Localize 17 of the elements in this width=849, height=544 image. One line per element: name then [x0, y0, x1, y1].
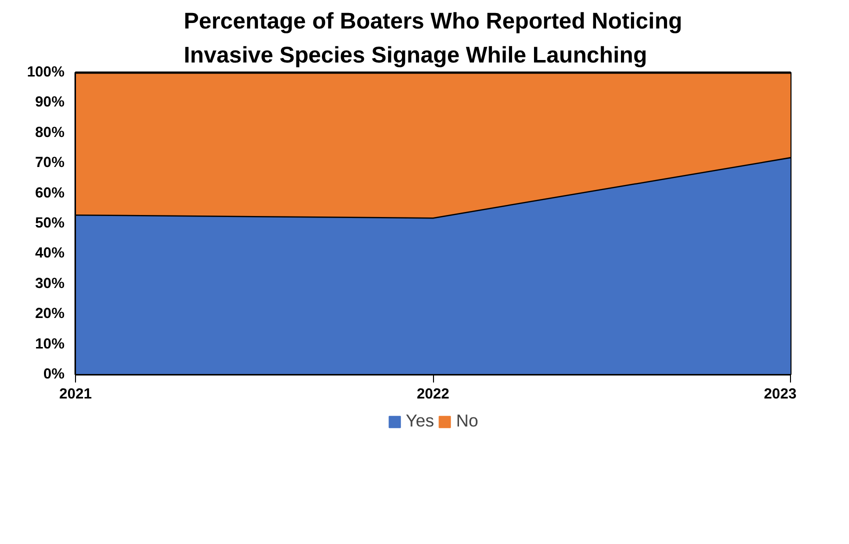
y-tick-label: 100% [27, 64, 65, 80]
y-tick-label: 20% [35, 306, 65, 322]
x-tick-label: 2022 [416, 386, 450, 402]
y-tick-label: 30% [35, 276, 65, 292]
x-tick-label: 2021 [59, 386, 92, 402]
y-tick-label: 10% [35, 336, 65, 352]
y-tick-label: 0% [43, 366, 65, 382]
y-tick-label: 80% [35, 124, 65, 141]
x-tick-label: 2023 [764, 386, 797, 402]
y-tick-label: 90% [35, 94, 65, 111]
y-tick-label: 60% [35, 185, 65, 202]
y-tick-label: 50% [35, 216, 65, 232]
y-tick-label: 40% [35, 246, 65, 262]
legend-label: No [456, 410, 478, 432]
legend-label: Yes [406, 410, 434, 432]
y-tick-label: 70% [35, 155, 65, 172]
chart-title: Percentage of Boaters Who Reported Noticing Invasive Species Signage While Launching [184, 8, 682, 68]
